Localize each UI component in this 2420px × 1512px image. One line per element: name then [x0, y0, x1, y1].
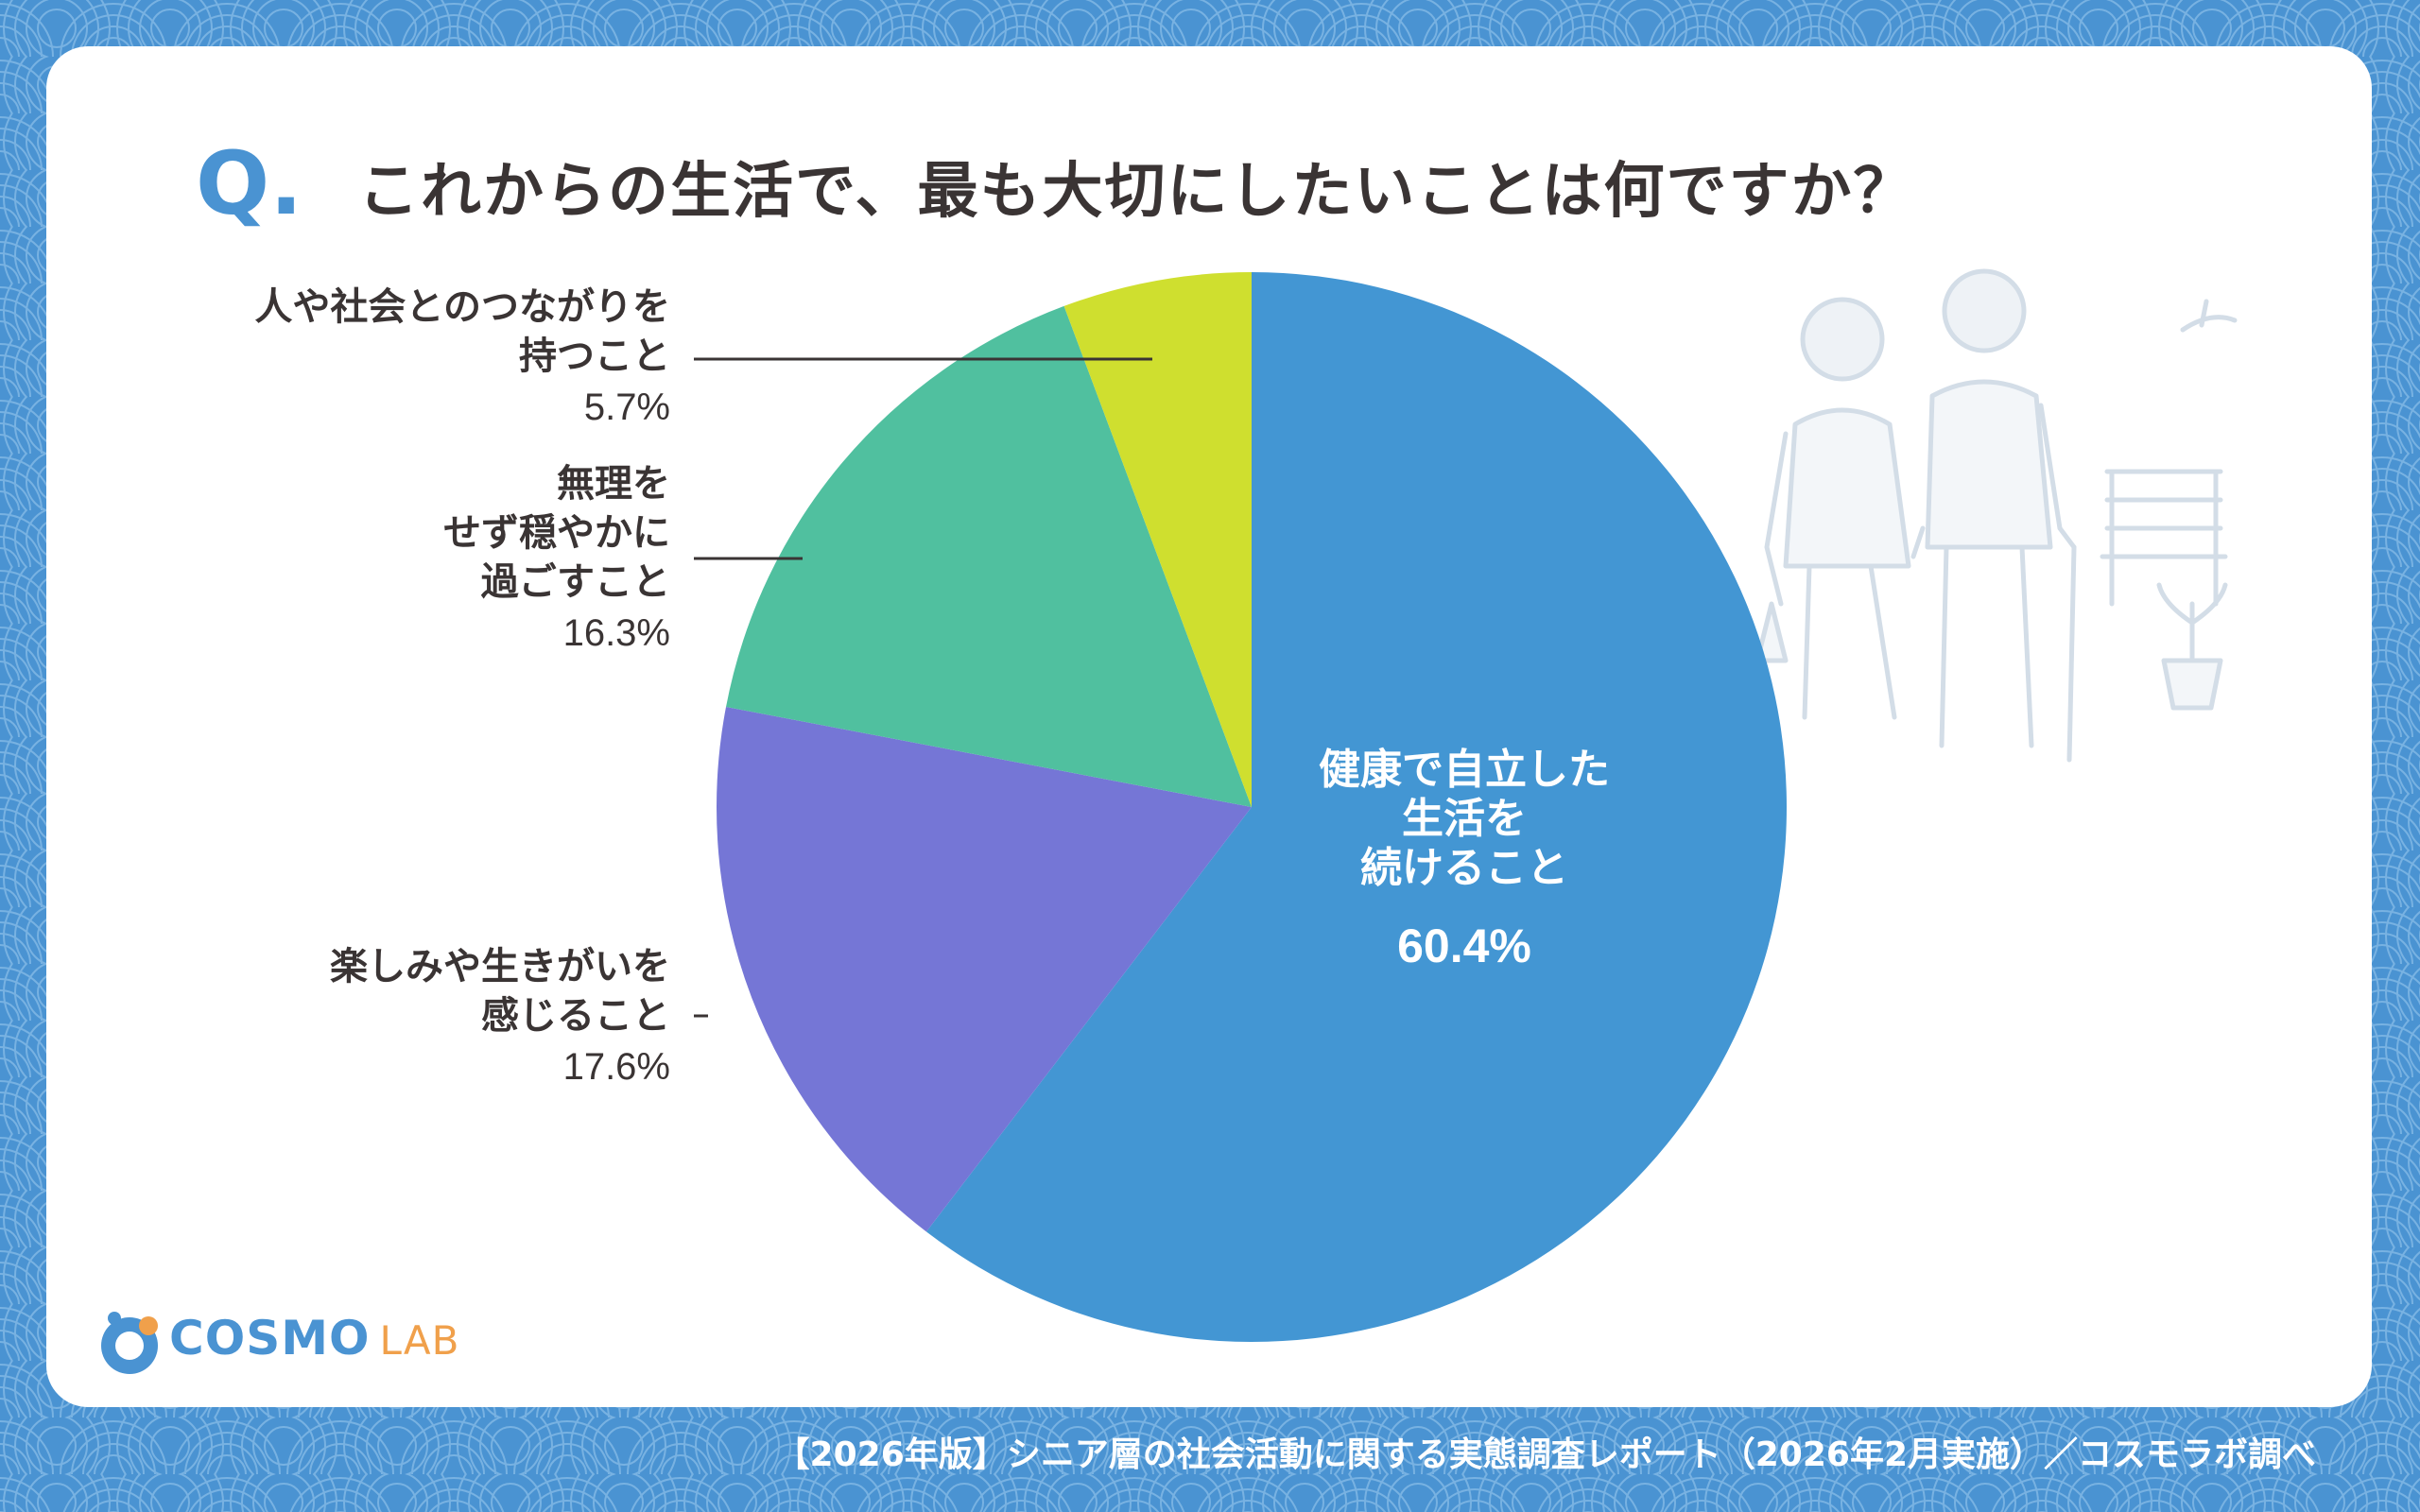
pie-slice-purpose — [716, 706, 1252, 1232]
slice-label-calm: 無理を せず穏やかに 過ごすこと 16.3% — [122, 459, 670, 660]
slice-label-line: 過ごすこと — [480, 560, 670, 604]
logo-brand: COSMO — [169, 1311, 371, 1366]
slice-label-connection: 人や社会とのつながりを 持つこと 5.7% — [122, 283, 670, 434]
pie-slice-connection — [1063, 272, 1252, 807]
logo-mark-icon — [101, 1312, 158, 1374]
pie-slice-health — [925, 272, 1787, 1342]
slice-label-line: 無理を — [557, 462, 670, 506]
slice-label-line: 人や社会とのつながりを — [254, 285, 670, 329]
pie-slice-calm — [726, 305, 1252, 808]
question-title: これからの生活で、最も大切にしたいことは何ですか？ — [358, 157, 1916, 227]
logo-brand-sub: LAB — [379, 1317, 460, 1364]
slice-label-line: せず穏やかに — [443, 511, 670, 555]
slice-label-line: 生活を — [1402, 795, 1527, 843]
slice-label-purpose: 楽しみや生きがいを 感じること 17.6% — [122, 942, 670, 1093]
slice-label-health: 健康で自立した 生活を 続けること 60.4% — [1275, 746, 1653, 974]
cosmo-lab-logo: COSMO LAB — [94, 1294, 491, 1388]
question-mark-label: Q. — [196, 133, 303, 234]
logo-wordmark: COSMO LAB — [169, 1311, 459, 1366]
slice-value-label: 17.6% — [562, 1046, 670, 1088]
slice-label-line: 感じること — [481, 994, 670, 1038]
slice-label-line: 続けること — [1360, 844, 1568, 892]
source-footer: 【2026年版】シニア層の社会活動に関する実態調査レポート（2026年2月実施）… — [775, 1435, 2316, 1474]
slice-label-line: 楽しみや生きがいを — [330, 945, 670, 988]
slice-value-label: 5.7% — [583, 387, 670, 428]
slice-value-label: 16.3% — [562, 612, 670, 654]
slice-label-line: 健康で自立した — [1319, 746, 1610, 794]
chart-card: Q. これからの生活で、最も大切にしたいことは何ですか？ — [46, 46, 2372, 1407]
elderly-couple-illustration — [1754, 268, 2238, 763]
slice-label-line: 持つこと — [519, 335, 670, 378]
slice-value-label: 60.4% — [1397, 919, 1531, 972]
pie-chart — [694, 272, 1787, 1342]
